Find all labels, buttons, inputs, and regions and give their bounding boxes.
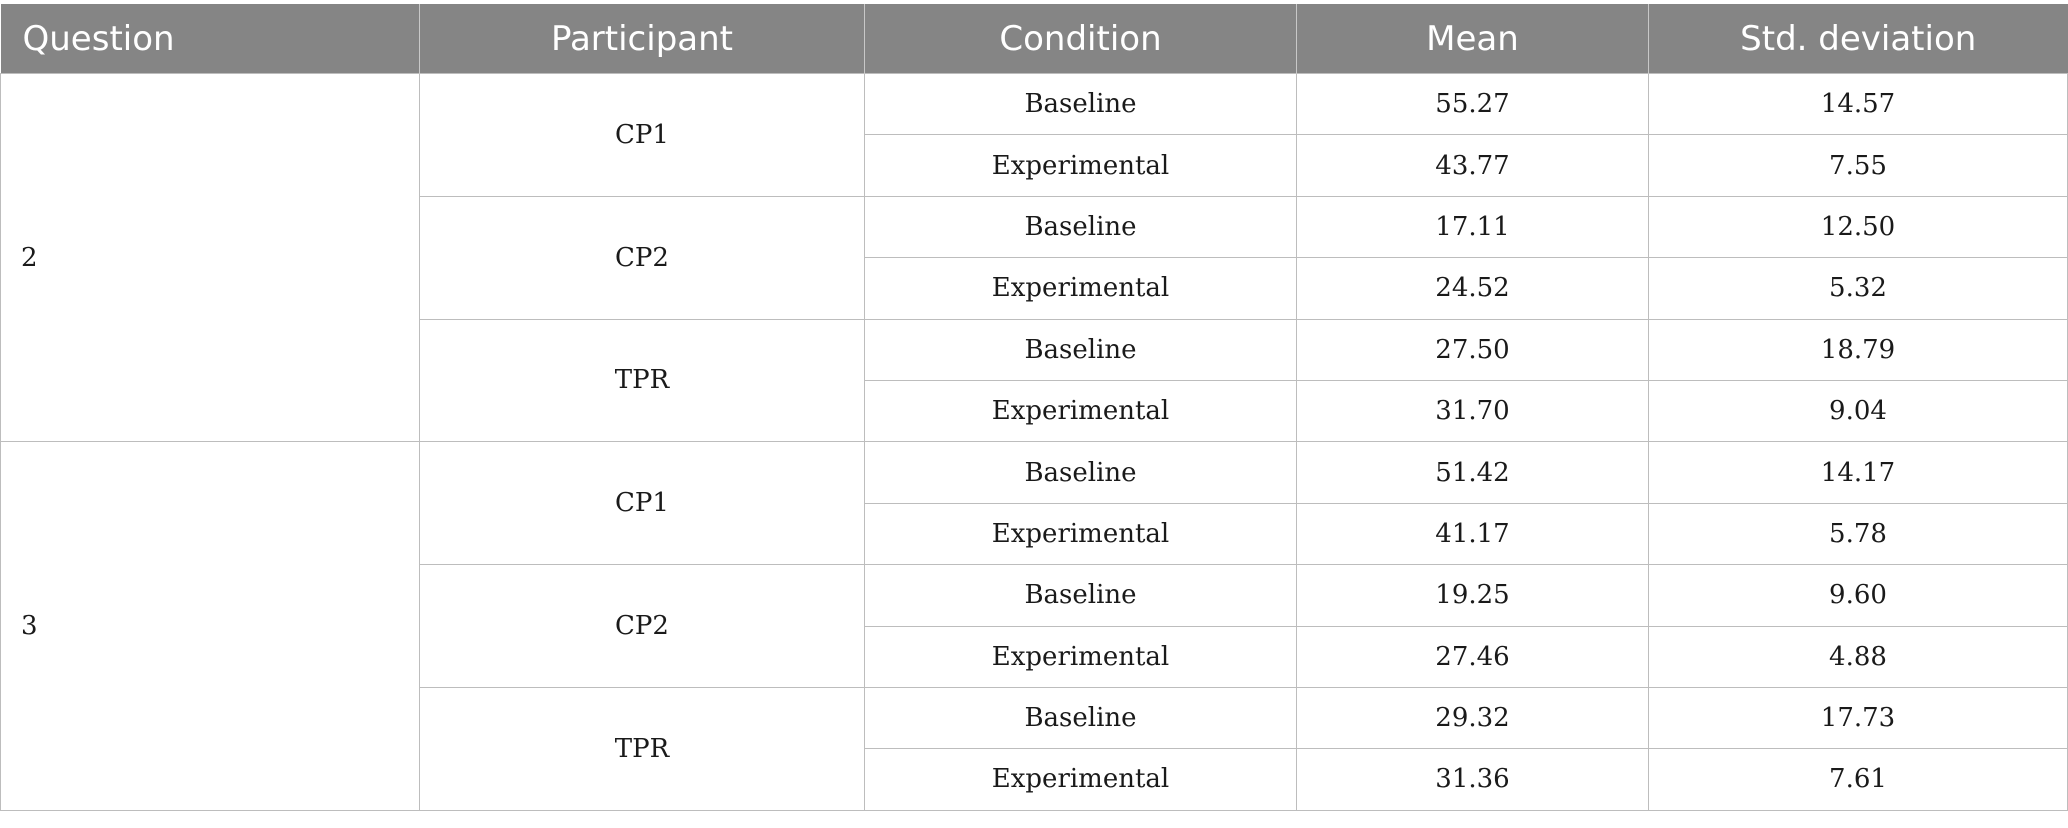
column-header-mean: Mean — [1296, 4, 1649, 74]
condition-cell: Baseline — [864, 318, 1297, 381]
question-cell: 3 — [0, 441, 420, 811]
column-header-question: Question — [0, 4, 420, 74]
table-row: CP2 Baseline 19.25 9.60 — [1, 564, 2068, 688]
results-table: Question Participant Condition Mean Std.… — [0, 4, 2068, 811]
condition-cell: Experimental — [864, 134, 1297, 197]
condition-cell: Experimental — [864, 379, 1297, 443]
participant-cell: CP2 — [419, 195, 865, 320]
condition-cell: Baseline — [864, 441, 1297, 504]
std-deviation-cell: 5.78 — [1648, 502, 2068, 566]
participant-cell: CP2 — [419, 564, 865, 688]
table-row: TPR Baseline 27.50 18.79 — [1, 318, 2068, 443]
participant-cell: TPR — [419, 686, 865, 811]
mean-cell: 24.52 — [1296, 257, 1649, 320]
mean-cell: 17.11 — [1296, 195, 1649, 259]
mean-cell: 31.36 — [1296, 748, 1649, 811]
table-row: 3 CP1 Baseline 51.42 14.17 — [0, 441, 2068, 811]
mean-cell: 31.70 — [1296, 379, 1649, 443]
std-deviation-cell: 5.32 — [1648, 257, 2068, 320]
std-deviation-cell: 17.73 — [1648, 686, 2068, 750]
column-header-std-deviation: Std. deviation — [1648, 4, 2068, 74]
condition-cell: Baseline — [864, 72, 1297, 136]
mean-cell: 55.27 — [1296, 72, 1649, 136]
condition-cell: Baseline — [864, 564, 1297, 627]
participant-cell: CP1 — [419, 441, 865, 566]
std-deviation-cell: 7.55 — [1648, 134, 2068, 197]
std-deviation-cell: 14.17 — [1648, 441, 2068, 504]
condition-cell: Experimental — [864, 502, 1297, 566]
table-row: Experimental 31.70 9.04 — [1, 379, 2068, 443]
table-body: 2 CP1 Baseline 55.27 14.57 Experimental … — [0, 72, 2068, 811]
question-cell: 2 — [0, 72, 420, 443]
table-row: Experimental 31.36 7.61 — [1, 748, 2068, 811]
participant-cell: TPR — [419, 318, 865, 443]
std-deviation-cell: 9.04 — [1648, 379, 2068, 443]
table-row: Experimental 43.77 7.55 — [1, 134, 2068, 197]
participant-cell: CP1 — [419, 73, 865, 197]
table-row: Experimental 27.46 4.88 — [1, 625, 2068, 688]
mean-cell: 43.77 — [1296, 134, 1649, 197]
std-deviation-cell: 12.50 — [1648, 195, 2068, 259]
condition-cell: Experimental — [864, 748, 1297, 811]
mean-cell: 41.17 — [1296, 502, 1649, 566]
std-deviation-cell: 4.88 — [1648, 625, 2068, 688]
condition-cell: Baseline — [864, 195, 1297, 259]
std-deviation-cell: 14.57 — [1648, 72, 2068, 136]
condition-cell: Experimental — [864, 257, 1297, 320]
mean-cell: 51.42 — [1296, 441, 1649, 504]
mean-cell: 29.32 — [1296, 686, 1649, 750]
condition-cell: Baseline — [864, 686, 1297, 750]
mean-cell: 19.25 — [1296, 564, 1649, 627]
table-row: Experimental 41.17 5.78 — [1, 502, 2068, 566]
std-deviation-cell: 7.61 — [1648, 748, 2068, 811]
std-deviation-cell: 18.79 — [1648, 318, 2068, 381]
mean-cell: 27.50 — [1296, 318, 1649, 381]
condition-cell: Experimental — [864, 625, 1297, 688]
table-row: 2 CP1 Baseline 55.27 14.57 — [0, 72, 2068, 443]
header-row: Question Participant Condition Mean Std.… — [0, 4, 2068, 74]
mean-cell: 27.46 — [1296, 625, 1649, 688]
column-header-condition: Condition — [864, 4, 1297, 74]
table-row: Experimental 24.52 5.32 — [1, 257, 2068, 320]
std-deviation-cell: 9.60 — [1648, 564, 2068, 627]
column-header-participant: Participant — [419, 4, 865, 74]
